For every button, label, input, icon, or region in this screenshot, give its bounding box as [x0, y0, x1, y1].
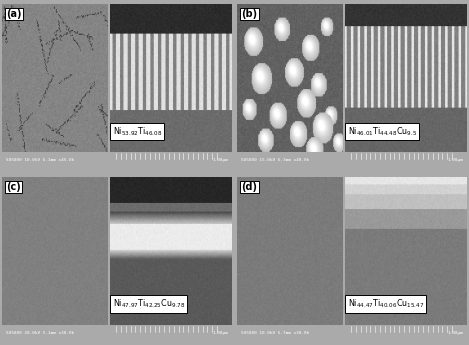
Text: Ni$_{47.97}$Ti$_{42.25}$Cu$_{9.78}$: Ni$_{47.97}$Ti$_{42.25}$Cu$_{9.78}$ — [113, 298, 185, 310]
Text: SU5000 20.0kV 5.1mm x30.0k: SU5000 20.0kV 5.1mm x30.0k — [6, 331, 74, 335]
Text: SU5000 15.0kV 6.3mm x40.0k: SU5000 15.0kV 6.3mm x40.0k — [241, 158, 309, 162]
Text: SU5000 10.0kV 6.1mm x45.0k: SU5000 10.0kV 6.1mm x45.0k — [6, 158, 74, 162]
Text: (c): (c) — [7, 182, 21, 192]
Text: 1.00μm: 1.00μm — [447, 331, 463, 335]
Text: SU5000 10.0kV 5.7mm x30.0k: SU5000 10.0kV 5.7mm x30.0k — [241, 331, 309, 335]
Text: Ni$_{46.01}$Ti$_{44.48}$Cu$_{9.5}$: Ni$_{46.01}$Ti$_{44.48}$Cu$_{9.5}$ — [348, 125, 417, 138]
Text: 1.00μm: 1.00μm — [212, 158, 228, 162]
Text: Ni$_{44.47}$Ti$_{40.06}$Cu$_{15.47}$: Ni$_{44.47}$Ti$_{40.06}$Cu$_{15.47}$ — [348, 298, 424, 310]
Text: (b): (b) — [242, 9, 257, 19]
Text: 1.00μm: 1.00μm — [212, 331, 228, 335]
Text: (a): (a) — [7, 9, 22, 19]
Text: 1.00μm: 1.00μm — [447, 158, 463, 162]
Text: (d): (d) — [242, 182, 257, 192]
Text: Ni$_{53.92}$Ti$_{46.08}$: Ni$_{53.92}$Ti$_{46.08}$ — [113, 125, 162, 138]
